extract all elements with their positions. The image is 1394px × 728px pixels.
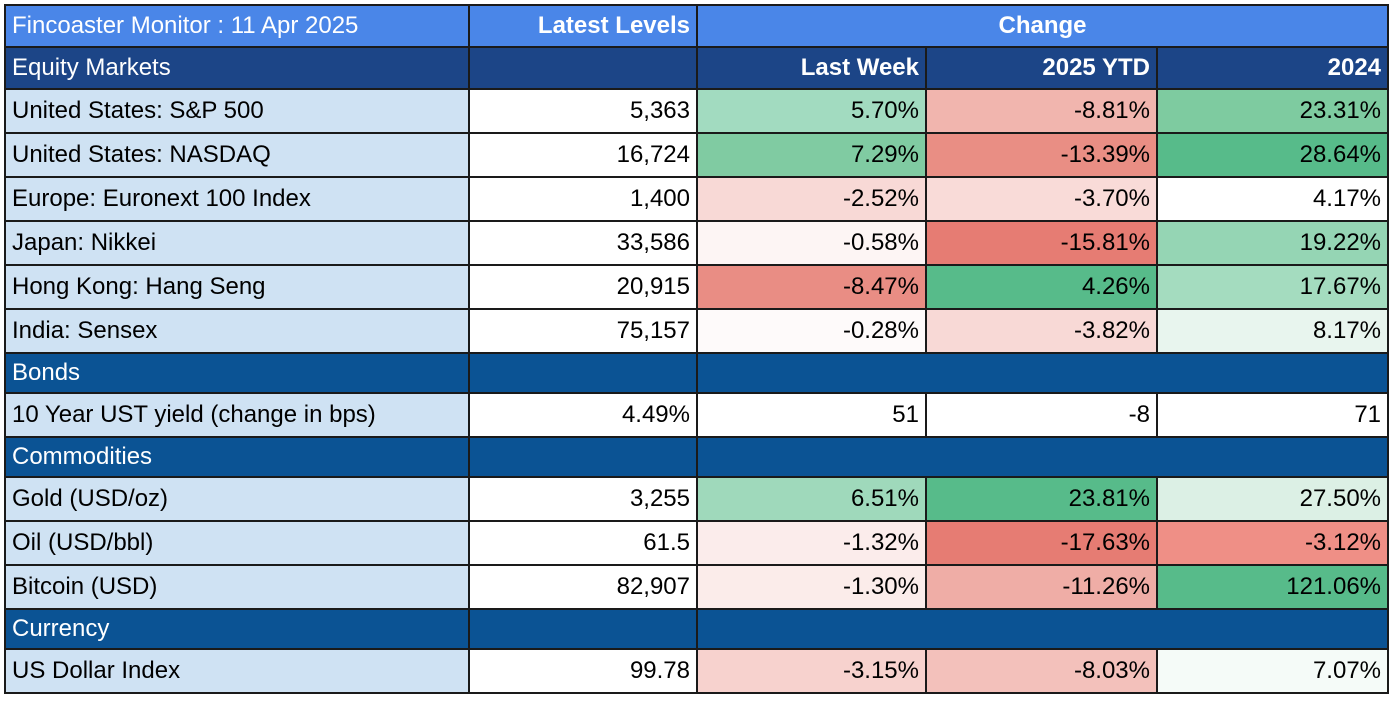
change-2024-cell: 7.07% <box>1155 648 1390 694</box>
ytd-change-cell: 23.81% <box>925 476 1158 522</box>
table-row: Japan: Nikkei 33,586 -0.58% -15.81% 19.22% <box>4 220 1390 266</box>
latest-level-cell: 75,157 <box>468 308 698 354</box>
last-week-change-cell: -0.28% <box>696 308 927 354</box>
monitor-title: Fincoaster Monitor : 11 Apr 2025 <box>4 4 470 48</box>
ytd-change-cell: -8.81% <box>925 88 1158 134</box>
change-2024-cell: 27.50% <box>1155 476 1390 522</box>
row-label: Gold (USD/oz) <box>4 476 470 522</box>
last-week-change-cell: -8.47% <box>696 264 927 310</box>
section-label-currency: Currency <box>4 608 470 650</box>
market-monitor-table: Fincoaster Monitor : 11 Apr 2025 Latest … <box>4 4 1390 694</box>
ytd-change-cell: 4.26% <box>925 264 1158 310</box>
row-label: Hong Kong: Hang Seng <box>4 264 470 310</box>
table-row: 10 Year UST yield (change in bps) 4.49% 51… <box>4 392 1390 438</box>
last-week-change-cell: -1.32% <box>696 520 927 566</box>
latest-level-cell: 20,915 <box>468 264 698 310</box>
latest-level-cell: 99.78 <box>468 648 698 694</box>
row-label: Bitcoin (USD) <box>4 564 470 610</box>
bonds-header-row: Bonds <box>4 352 1390 394</box>
table-row: Bitcoin (USD) 82,907 -1.30% -11.26% 121.06% <box>4 564 1390 610</box>
currency-rows: US Dollar Index 99.78 -3.15% -8.03% 7.07% <box>4 648 1390 694</box>
change-header: Change <box>695 4 1390 48</box>
commodity-rows: Gold (USD/oz) 3,255 6.51% 23.81% 27.50% Oil (… <box>4 476 1390 610</box>
change-2024-cell: 17.67% <box>1155 264 1390 310</box>
latest-level-cell: 1,400 <box>468 176 698 222</box>
ytd-change-cell: -11.26% <box>925 564 1158 610</box>
change-2024-cell: 23.31% <box>1155 88 1390 134</box>
ytd-change-cell: -3.82% <box>925 308 1158 354</box>
latest-level-cell: 82,907 <box>468 564 698 610</box>
col-header-2025-ytd: 2025 YTD <box>925 46 1158 90</box>
table-row: Europe: Euronext 100 Index 1,400 -2.52% -3.… <box>4 176 1390 222</box>
blank-header-cell <box>468 436 698 478</box>
last-week-change-cell: -3.15% <box>696 648 927 694</box>
ytd-change-cell: -8 <box>925 392 1158 438</box>
bond-rows: 10 Year UST yield (change in bps) 4.49% 51… <box>4 392 1390 438</box>
row-label: 10 Year UST yield (change in bps) <box>4 392 470 438</box>
row-label: United States: NASDAQ <box>4 132 470 178</box>
section-label-commodities: Commodities <box>4 436 470 478</box>
last-week-change-cell: 5.70% <box>696 88 927 134</box>
blank-header-cell <box>695 436 1390 478</box>
equity-header-row: Equity Markets Last Week 2025 YTD 2024 <box>4 46 1390 90</box>
section-label-bonds: Bonds <box>4 352 470 394</box>
col-header-2024: 2024 <box>1155 46 1390 90</box>
latest-level-cell: 61.5 <box>468 520 698 566</box>
latest-level-cell: 3,255 <box>468 476 698 522</box>
blank-header-cell <box>468 608 698 650</box>
title-row: Fincoaster Monitor : 11 Apr 2025 Latest … <box>4 4 1390 48</box>
table-row: Hong Kong: Hang Seng 20,915 -8.47% 4.26% 17.… <box>4 264 1390 310</box>
latest-level-cell: 5,363 <box>468 88 698 134</box>
row-label: Japan: Nikkei <box>4 220 470 266</box>
latest-level-cell: 16,724 <box>468 132 698 178</box>
table-row: Gold (USD/oz) 3,255 6.51% 23.81% 27.50% <box>4 476 1390 522</box>
table-row: India: Sensex 75,157 -0.28% -3.82% 8.17% <box>4 308 1390 354</box>
ytd-change-cell: -13.39% <box>925 132 1158 178</box>
table-row: Oil (USD/bbl) 61.5 -1.32% -17.63% -3.12% <box>4 520 1390 566</box>
last-week-change-cell: -1.30% <box>696 564 927 610</box>
row-label: Europe: Euronext 100 Index <box>4 176 470 222</box>
change-2024-cell: 4.17% <box>1155 176 1390 222</box>
table-row: United States: S&P 500 5,363 5.70% -8.81% 23… <box>4 88 1390 134</box>
change-2024-cell: 8.17% <box>1155 308 1390 354</box>
ytd-change-cell: -8.03% <box>925 648 1158 694</box>
latest-levels-header: Latest Levels <box>468 4 698 48</box>
equity-rows: United States: S&P 500 5,363 5.70% -8.81% 23… <box>4 88 1390 354</box>
change-2024-cell: 71 <box>1155 392 1390 438</box>
col-header-last-week: Last Week <box>696 46 927 90</box>
last-week-change-cell: 51 <box>696 392 927 438</box>
ytd-change-cell: -3.70% <box>925 176 1158 222</box>
last-week-change-cell: -0.58% <box>696 220 927 266</box>
latest-level-cell: 33,586 <box>468 220 698 266</box>
table-row: US Dollar Index 99.78 -3.15% -8.03% 7.07% <box>4 648 1390 694</box>
ytd-change-cell: -17.63% <box>925 520 1158 566</box>
change-2024-cell: 19.22% <box>1155 220 1390 266</box>
table-row: United States: NASDAQ 16,724 7.29% -13.39% 2… <box>4 132 1390 178</box>
change-2024-cell: 28.64% <box>1155 132 1390 178</box>
currency-header-row: Currency <box>4 608 1390 650</box>
last-week-change-cell: -2.52% <box>696 176 927 222</box>
blank-header-cell <box>695 608 1390 650</box>
blank-header-cell <box>695 352 1390 394</box>
last-week-change-cell: 7.29% <box>696 132 927 178</box>
section-label-equity: Equity Markets <box>4 46 470 90</box>
commodities-header-row: Commodities <box>4 436 1390 478</box>
latest-level-cell: 4.49% <box>468 392 698 438</box>
blank-header-cell <box>468 46 698 90</box>
blank-header-cell <box>468 352 698 394</box>
row-label: US Dollar Index <box>4 648 470 694</box>
row-label: United States: S&P 500 <box>4 88 470 134</box>
row-label: India: Sensex <box>4 308 470 354</box>
change-2024-cell: -3.12% <box>1155 520 1390 566</box>
change-2024-cell: 121.06% <box>1155 564 1390 610</box>
row-label: Oil (USD/bbl) <box>4 520 470 566</box>
ytd-change-cell: -15.81% <box>925 220 1158 266</box>
last-week-change-cell: 6.51% <box>696 476 927 522</box>
